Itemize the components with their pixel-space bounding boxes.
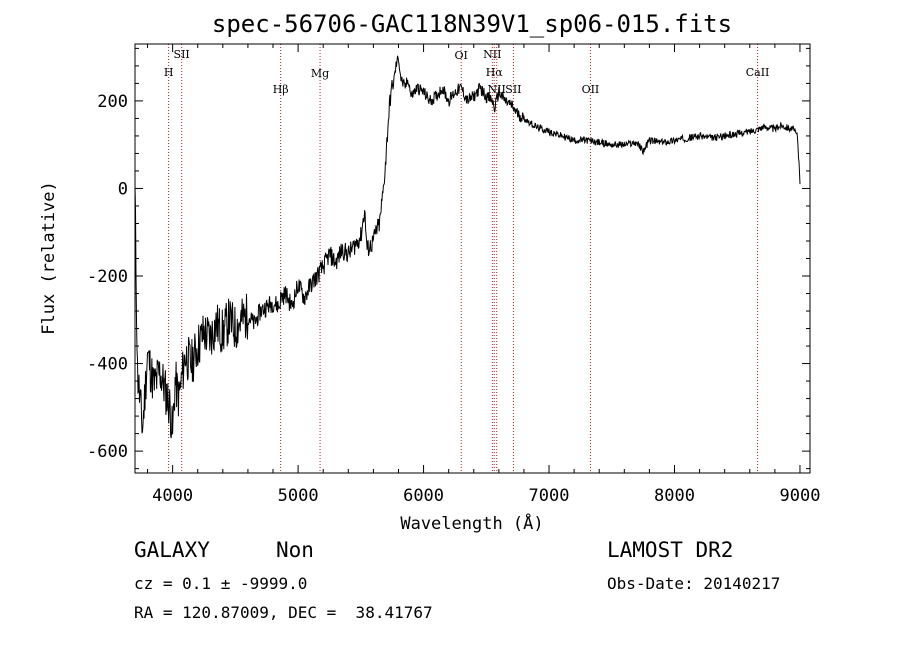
line-marker-label: OI [455,49,468,62]
spectrum-series-line [134,55,801,439]
chart-title: spec-56706-GAC118N39V1_sp06-015.fits [212,10,732,38]
line-marker-label: Mg [311,67,329,80]
line-marker-label: SII [505,83,521,96]
line-marker-label: H [164,66,174,79]
plot-frame [134,43,811,474]
obs-date-text: Obs-Date: 20140217 [607,574,781,593]
y-tick-label: 200 [97,92,128,112]
survey-label: LAMOST DR2 [607,538,734,562]
x-tick-label: 7000 [529,486,570,506]
line-marker-label: Hβ [273,83,289,96]
axis-ticks: 4000 5000 6000 7000 8000 9000 -600 -400 -200 0 200 [87,44,820,506]
y-axis-label: Flux (relative) [39,181,59,335]
line-marker-label: CaII [746,66,770,79]
line-marker-label: SII [174,48,190,61]
x-tick-label: 6000 [403,486,444,506]
object-subclass-label: Non [276,538,314,562]
y-tick-label: 0 [118,179,128,199]
line-marker-label: NII [483,48,501,61]
ra-dec-text: RA = 120.87009, DEC = 38.41767 [134,603,433,622]
y-tick-label: -400 [87,355,128,375]
x-tick-label: 8000 [654,486,695,506]
object-class-label: GALAXY [134,538,210,562]
y-tick-label: -600 [87,442,128,462]
x-tick-label: 4000 [152,486,193,506]
y-tick-label: -200 [87,267,128,287]
x-tick-label: 9000 [779,486,820,506]
line-marker-label: OII [582,83,600,96]
line-marker-label: Hα [486,66,504,79]
redshift-text: cz = 0.1 ± -9999.0 [134,574,308,593]
x-tick-label: 5000 [278,486,319,506]
x-axis-label: Wavelength (Å) [400,512,543,534]
